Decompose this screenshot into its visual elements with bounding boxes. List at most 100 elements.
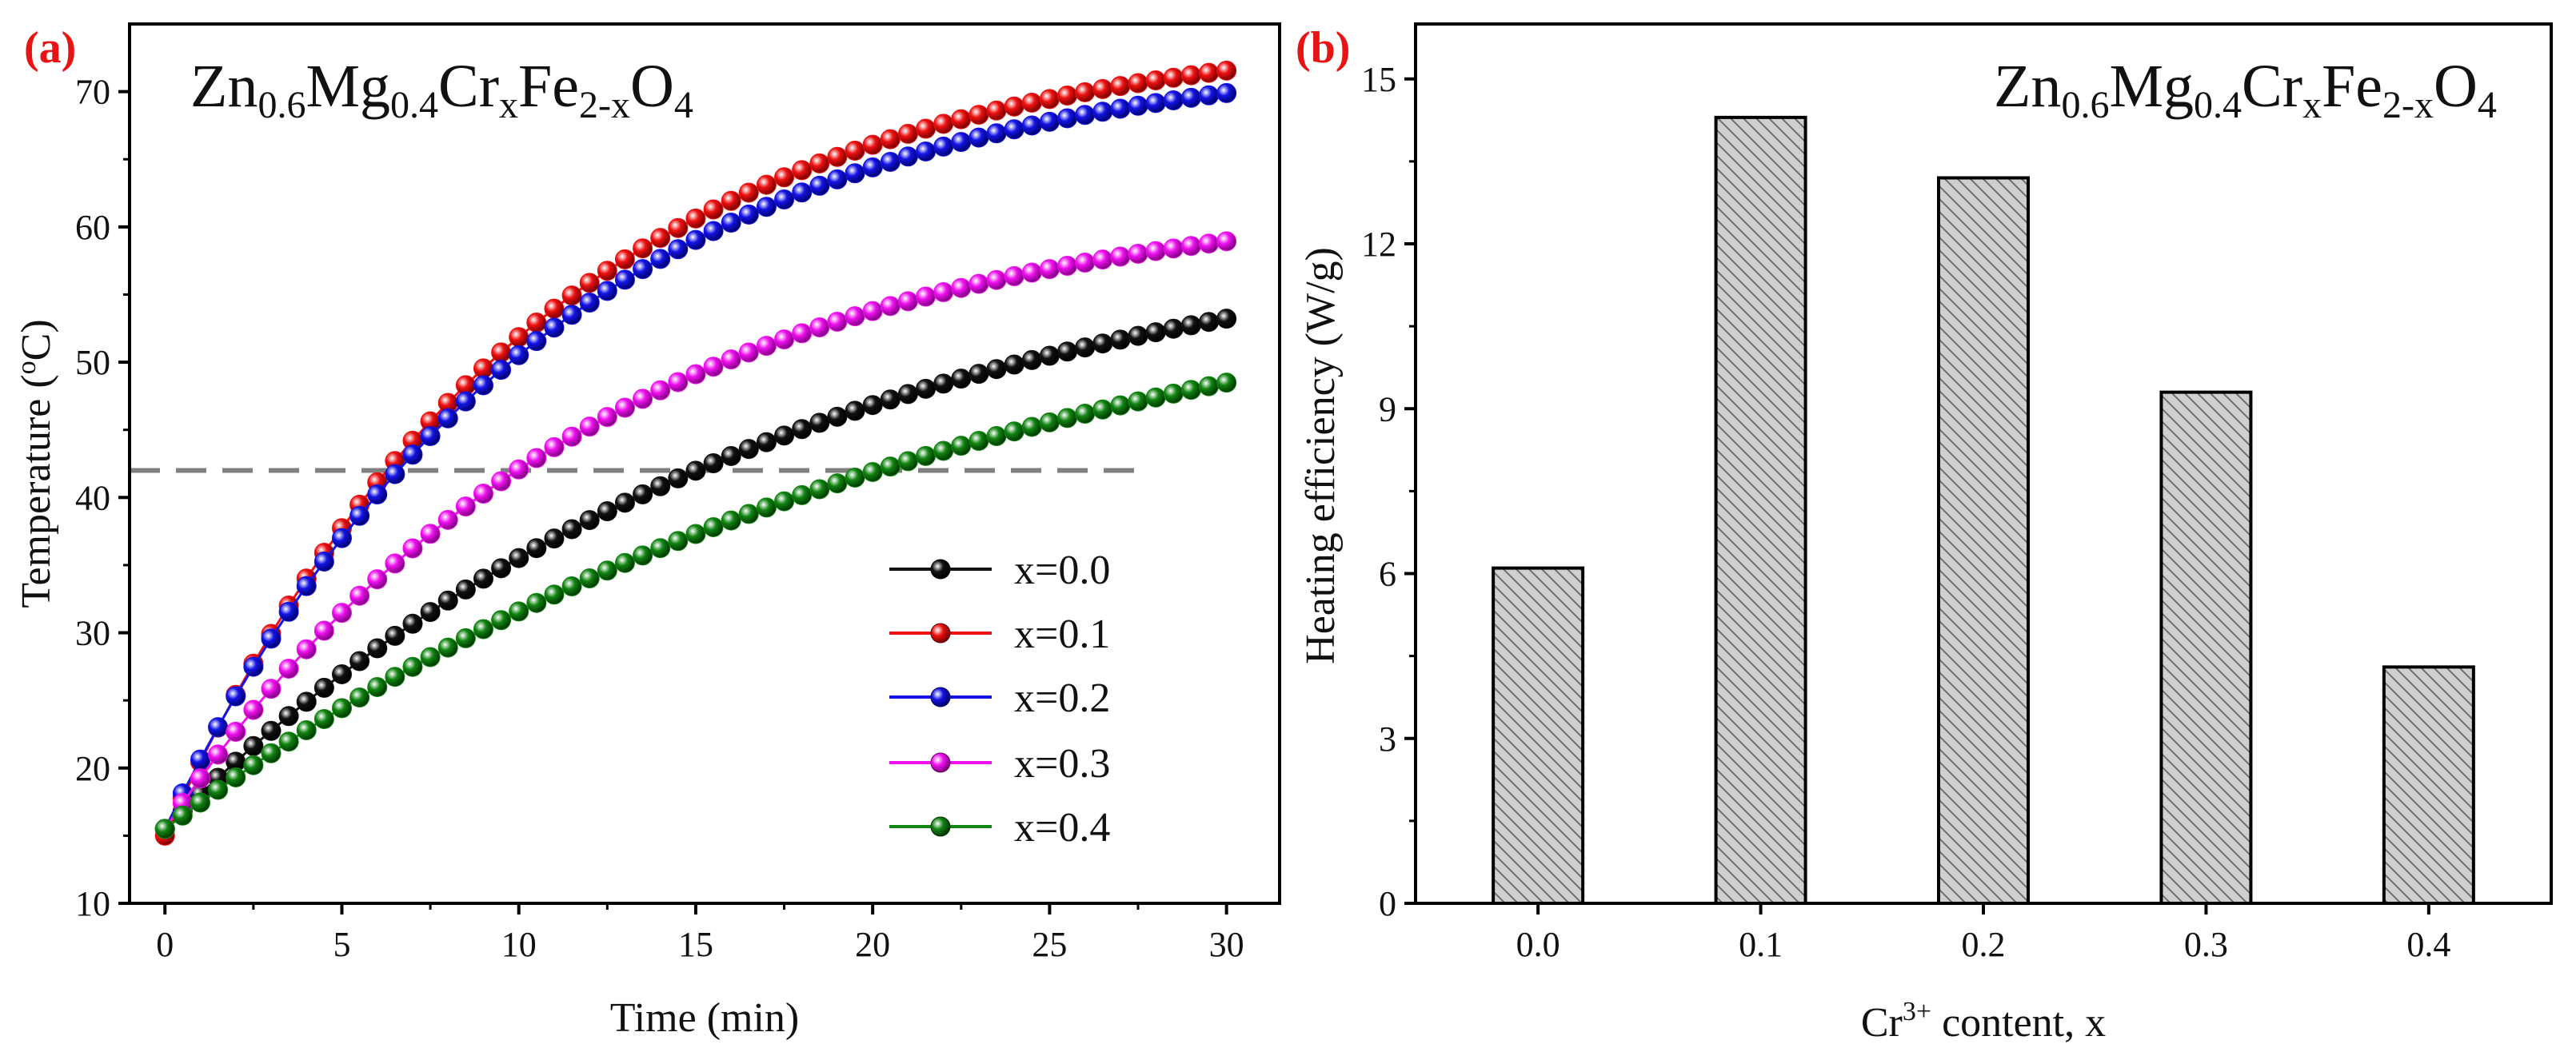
data-point — [809, 317, 830, 338]
data-point — [1075, 105, 1096, 126]
data-point — [1145, 70, 1166, 91]
data-point — [916, 378, 937, 399]
data-point — [1199, 376, 1220, 397]
data-point — [597, 281, 617, 301]
data-point — [968, 127, 989, 148]
data-point — [208, 717, 229, 738]
data-point — [367, 676, 388, 697]
data-point — [986, 359, 1007, 380]
legend-entry: x=0.3 — [889, 741, 1110, 787]
data-point — [774, 491, 795, 512]
data-point — [1004, 119, 1024, 140]
data-point — [650, 476, 671, 496]
data-point — [862, 157, 883, 177]
data-point — [385, 553, 405, 574]
data-point — [579, 510, 600, 531]
y-tick-label: 3 — [1379, 719, 1396, 759]
data-point — [278, 731, 299, 752]
y-tick-label: 20 — [75, 749, 110, 788]
data-point — [897, 146, 918, 167]
panel-b-label: (b) — [1296, 23, 1350, 73]
data-point — [1004, 265, 1024, 286]
data-point — [1004, 96, 1024, 117]
data-point — [278, 601, 299, 622]
data-point — [261, 743, 282, 763]
x-tick-label: 5 — [333, 925, 350, 964]
data-point — [509, 345, 529, 365]
x-tick-label: 0.0 — [1516, 925, 1560, 964]
data-point — [968, 273, 989, 294]
data-point — [685, 364, 706, 385]
data-point — [314, 620, 334, 641]
data-point — [455, 628, 476, 648]
data-point — [1180, 236, 1201, 257]
y-axis-title-a: Temperature (oC) — [12, 319, 59, 608]
data-point — [668, 372, 689, 393]
data-point — [226, 721, 246, 742]
data-point — [597, 407, 617, 428]
data-point — [650, 380, 671, 400]
data-point — [1075, 337, 1096, 358]
x-tick-label: 0.4 — [2406, 925, 2450, 964]
data-point — [845, 400, 865, 421]
data-point — [1039, 412, 1060, 432]
data-point — [1110, 246, 1131, 267]
data-point — [243, 699, 264, 720]
data-point — [349, 505, 370, 526]
data-point — [420, 524, 441, 544]
data-point — [986, 100, 1007, 121]
data-point — [668, 239, 689, 260]
data-point — [721, 349, 741, 370]
data-point — [1216, 231, 1237, 252]
data-point — [721, 445, 741, 466]
data-point — [614, 492, 635, 513]
data-point — [1180, 315, 1201, 336]
y-tick-label: 60 — [75, 208, 110, 247]
data-point — [916, 286, 937, 307]
data-point — [721, 190, 741, 211]
data-point — [208, 779, 229, 800]
data-point — [1163, 383, 1184, 404]
y-tick-label: 70 — [75, 73, 110, 112]
data-point — [1199, 233, 1220, 254]
data-point — [1021, 349, 1042, 370]
data-point — [420, 647, 441, 667]
data-point — [296, 576, 317, 596]
x-tick-label: 0.1 — [1739, 925, 1783, 964]
data-point — [1004, 421, 1024, 442]
data-point — [544, 584, 565, 605]
data-point — [1216, 60, 1237, 81]
data-point — [862, 301, 883, 321]
y-tick-label: 12 — [1361, 225, 1396, 264]
data-point — [1092, 102, 1113, 122]
data-point — [349, 585, 370, 606]
data-point — [986, 426, 1007, 447]
bar-0.1 — [1714, 115, 1807, 905]
data-point — [1216, 82, 1237, 103]
data-point — [756, 497, 777, 518]
data-point — [491, 360, 512, 381]
data-point — [331, 663, 352, 684]
data-point — [897, 291, 918, 312]
data-point — [1145, 93, 1166, 114]
data-point — [880, 456, 901, 477]
series-x=0.4 — [154, 373, 1237, 839]
data-point — [385, 667, 405, 687]
data-point — [1216, 309, 1237, 329]
data-point — [437, 590, 458, 611]
x-axis-title-b: Cr3+ content, x — [1861, 997, 2106, 1046]
data-point — [331, 528, 352, 548]
legend-entry: x=0.2 — [889, 675, 1110, 721]
data-point — [845, 141, 865, 161]
data-point — [1110, 76, 1131, 97]
data-point — [685, 229, 706, 250]
data-point — [314, 551, 334, 572]
data-point — [968, 431, 989, 452]
data-point — [809, 412, 830, 433]
data-point — [933, 440, 954, 461]
data-point — [1092, 399, 1113, 420]
data-point — [774, 425, 795, 446]
data-point — [862, 395, 883, 416]
data-point — [526, 538, 547, 559]
legend-marker — [930, 559, 951, 580]
